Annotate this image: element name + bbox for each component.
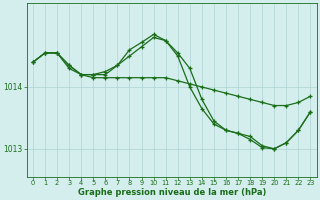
X-axis label: Graphe pression niveau de la mer (hPa): Graphe pression niveau de la mer (hPa) [77, 188, 266, 197]
